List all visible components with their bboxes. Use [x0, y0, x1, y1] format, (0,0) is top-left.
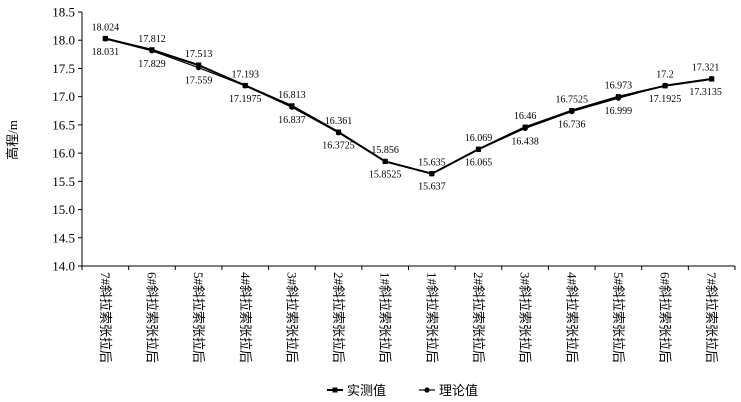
- y-axis-title: 高程/m: [5, 120, 20, 160]
- y-tick-label: 14.0: [52, 259, 75, 274]
- y-tick-label: 15.0: [52, 202, 75, 217]
- data-label-measured: 16.837: [278, 115, 306, 126]
- x-category-label: 7#斜拉索张拉后: [98, 272, 113, 363]
- data-point-theoretical: [615, 95, 621, 101]
- data-point-theoretical: [709, 75, 715, 82]
- y-tick-label: 16.0: [52, 146, 75, 161]
- data-label-theoretical: 15.856: [371, 145, 399, 156]
- axes: 14.0 14.5 15.0 15.5 16.0 16.5 17.0 17.5 18.0 18.5: [52, 5, 736, 274]
- data-point-theoretical: [242, 83, 248, 89]
- y-tick-label: 16.5: [52, 117, 75, 132]
- data-label-theoretical: 15.637: [418, 182, 446, 193]
- category-labels: 7#斜拉索张拉后 6#斜拉索张拉后 5#斜拉索张拉后 4#斜拉索张拉后 3#斜拉索张拉后…: [98, 272, 719, 363]
- data-label-measured: 15.8525: [369, 169, 402, 180]
- data-label-measured: 18.031: [92, 47, 120, 58]
- data-point-theoretical: [429, 171, 435, 177]
- x-category-label: 5#斜拉索张拉后: [611, 272, 626, 363]
- data-label-theoretical: 16.438: [511, 136, 539, 147]
- data-point-theoretical: [522, 125, 528, 131]
- data-point-theoretical: [196, 65, 202, 71]
- legend-marker-theoretical: [424, 387, 430, 393]
- y-tick-label: 15.5: [52, 174, 75, 189]
- data-label-theoretical: 16.065: [465, 157, 493, 168]
- legend-label-measured: 实测值: [347, 383, 386, 398]
- data-label-measured: 17.559: [185, 76, 213, 87]
- series-line-theoretical: [105, 38, 712, 175]
- data-label-theoretical: 17.193: [232, 70, 260, 81]
- x-category-label: 6#斜拉索张拉后: [658, 272, 673, 363]
- data-label-measured: 16.069: [465, 133, 493, 144]
- data-label-measured: 17.1925: [649, 94, 682, 105]
- data-labels: 18.024 18.031 17.812 17.829 17.513 17.559 17.1…: [92, 22, 722, 192]
- x-category-label: 5#斜拉索张拉后: [191, 272, 206, 363]
- data-point-theoretical: [149, 48, 155, 54]
- data-label-measured: 17.1975: [229, 94, 262, 105]
- data-label-measured: 16.999: [605, 106, 633, 117]
- data-point-theoretical: [102, 36, 108, 42]
- y-tick-label: 18.5: [52, 5, 75, 20]
- x-category-label: 3#斜拉索张拉后: [284, 272, 299, 363]
- data-label-theoretical: 17.812: [138, 34, 166, 45]
- data-label-measured: 16.7525: [556, 95, 589, 106]
- data-label-theoretical: 17.513: [185, 49, 213, 60]
- x-category-label: 3#斜拉索张拉后: [518, 272, 533, 363]
- y-tick-label: 14.5: [52, 230, 75, 245]
- data-point-theoretical: [662, 82, 668, 88]
- x-category-label: 1#斜拉索张拉后: [424, 272, 439, 363]
- y-tick-label: 17.5: [52, 61, 75, 76]
- data-label-theoretical: 16.973: [605, 81, 633, 92]
- data-point-theoretical: [569, 108, 575, 115]
- data-point-theoretical: [475, 146, 482, 153]
- data-label-theoretical: 17.321: [692, 63, 720, 74]
- data-label-theoretical: 16.361: [325, 116, 353, 127]
- series-lines: [102, 35, 715, 177]
- legend-marker-measured: [332, 387, 338, 393]
- legend: 实测值 理论值: [327, 383, 478, 398]
- data-point-theoretical: [289, 104, 295, 110]
- x-category-label: 7#斜拉索张拉后: [704, 272, 719, 363]
- x-category-label: 1#斜拉索张拉后: [378, 272, 393, 363]
- legend-label-theoretical: 理论值: [439, 383, 478, 398]
- data-label-theoretical: 18.024: [92, 22, 120, 33]
- data-label-measured: 17.3135: [689, 87, 722, 98]
- x-category-label: 2#斜拉索张拉后: [471, 272, 486, 363]
- x-category-label: 4#斜拉索张拉后: [238, 272, 253, 363]
- data-label-theoretical: 16.736: [558, 120, 586, 131]
- x-category-label: 2#斜拉索张拉后: [331, 272, 346, 363]
- x-category-label: 6#斜拉索张拉后: [144, 272, 159, 363]
- data-point-theoretical: [335, 130, 342, 136]
- data-label-theoretical: 17.2: [656, 69, 674, 80]
- data-point-theoretical: [382, 158, 388, 164]
- data-label-measured: 15.635: [418, 158, 446, 169]
- data-label-measured: 16.3725: [322, 141, 355, 152]
- y-tick-label: 18.0: [52, 33, 75, 48]
- x-category-label: 4#斜拉索张拉后: [564, 272, 579, 363]
- y-tick-label: 17.0: [52, 89, 75, 104]
- data-label-measured: 17.829: [138, 59, 166, 70]
- data-label-measured: 16.46: [514, 111, 537, 122]
- data-label-theoretical: 16.813: [278, 90, 306, 101]
